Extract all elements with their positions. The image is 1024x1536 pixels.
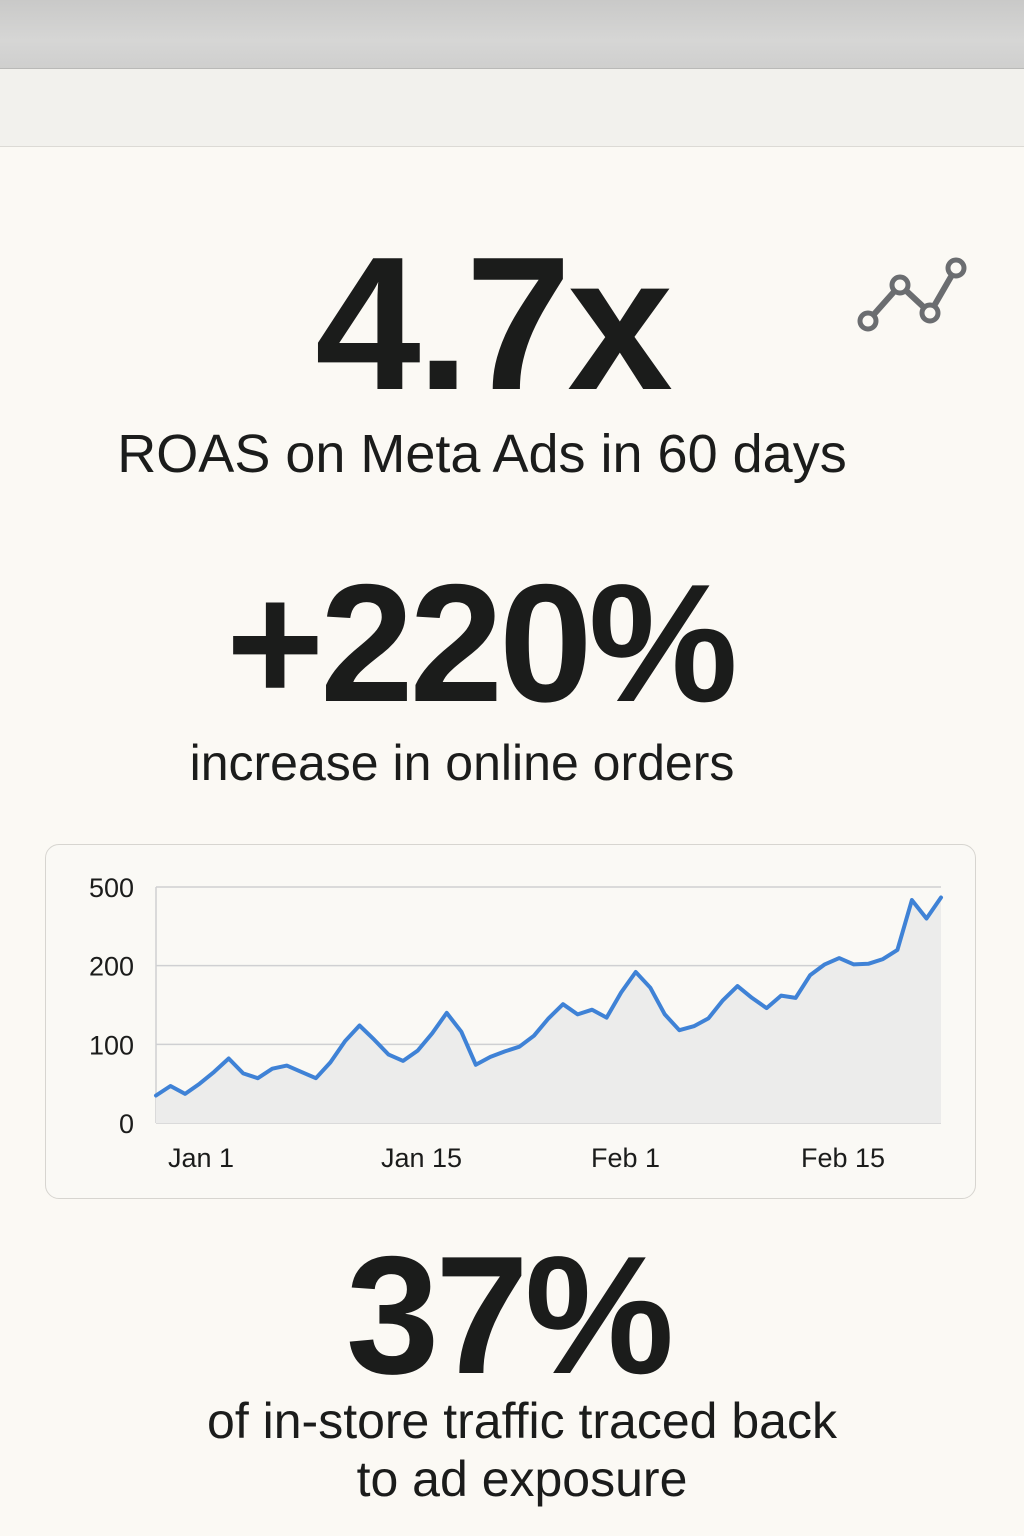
roas-caption: ROAS on Meta Ads in 60 days	[117, 424, 847, 484]
y-tick-label: 0	[119, 1109, 134, 1139]
orders-increase-value: +220%	[226, 549, 738, 737]
series-area	[156, 897, 941, 1123]
roas-value: 4.7x	[315, 218, 673, 430]
y-tick-label: 500	[89, 873, 134, 903]
y-tick-label: 100	[89, 1030, 134, 1060]
x-tick-label: Jan 15	[381, 1143, 462, 1173]
line-chart-icon	[857, 257, 967, 332]
window-top-bezel	[0, 0, 1024, 69]
series-line	[154, 895, 943, 1098]
store-traffic-caption-line-2: to ad exposure	[356, 1450, 688, 1507]
x-tick-label: Jan 1	[168, 1143, 234, 1173]
y-tick-label: 200	[89, 952, 134, 982]
orders-chart-card: 0 100 200 500 Jan 1 Jan 15 Feb 1 Feb 15	[45, 844, 976, 1199]
store-traffic-value: 37%	[345, 1221, 674, 1409]
x-tick-label: Feb 1	[591, 1143, 660, 1173]
orders-increase-caption: increase in online orders	[189, 735, 735, 791]
stats-content: 4.7x ROAS on Meta Ads in 60 days +220% i…	[0, 147, 1024, 1536]
x-tick-label: Feb 15	[801, 1143, 885, 1173]
toolbar	[0, 69, 1024, 147]
store-traffic-caption-line-1: of in-store traffic traced back	[207, 1393, 837, 1449]
store-traffic-caption: of in-store traffic traced back to ad exp…	[10, 1393, 1024, 1508]
orders-line-chart: 0 100 200 500 Jan 1 Jan 15 Feb 1 Feb 15	[89, 873, 943, 1173]
